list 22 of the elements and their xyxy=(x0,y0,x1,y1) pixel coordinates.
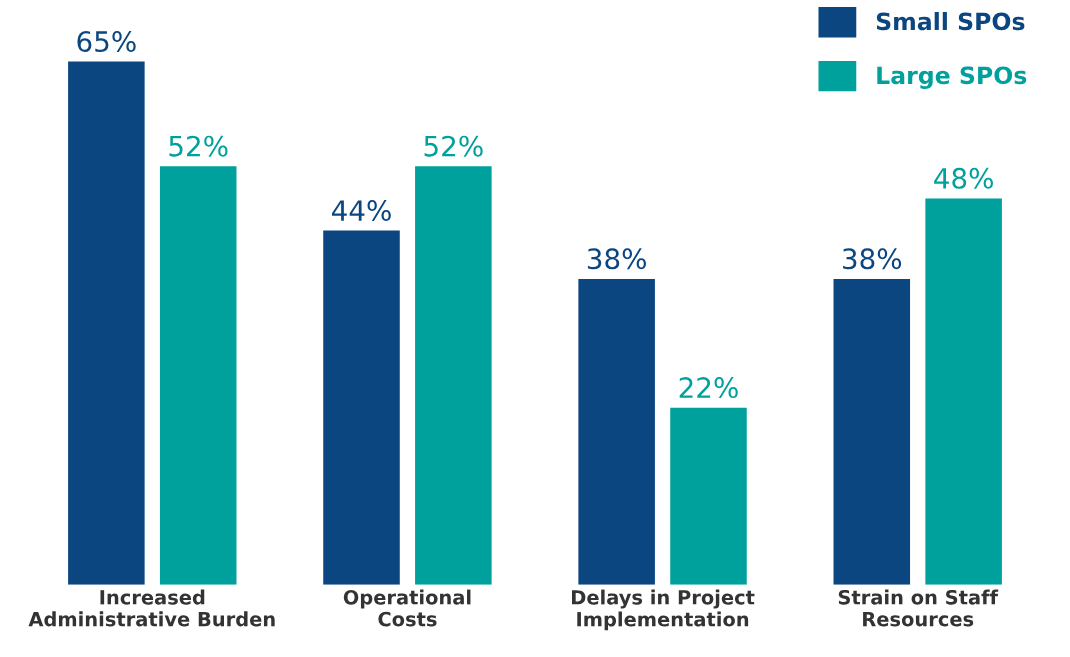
data-label: 38% xyxy=(587,248,646,270)
bar xyxy=(833,278,911,585)
bar xyxy=(159,166,237,585)
legend-label: Small SPOs xyxy=(876,12,1025,31)
data-label: 52% xyxy=(424,135,483,157)
data-label: 48% xyxy=(934,167,993,189)
x-tick-label: Increased Administrative Burden xyxy=(28,589,275,627)
data-label: 65% xyxy=(77,31,136,53)
x-tick-label: Strain on Staff Resources xyxy=(838,589,999,627)
x-tick-label: Delays in Project Implementation xyxy=(572,589,755,631)
data-label: 52% xyxy=(169,135,228,157)
bar xyxy=(670,407,747,585)
x-tick-label: Operational Costs xyxy=(343,589,471,627)
bar xyxy=(925,198,1002,585)
data-label: 44% xyxy=(331,200,391,222)
legend-label: Large SPOs xyxy=(877,66,1027,90)
bar xyxy=(323,230,400,585)
data-label: 22% xyxy=(679,377,738,399)
bar xyxy=(68,61,145,585)
bar xyxy=(415,166,492,585)
bar xyxy=(578,278,655,585)
data-label: 38% xyxy=(843,248,902,270)
